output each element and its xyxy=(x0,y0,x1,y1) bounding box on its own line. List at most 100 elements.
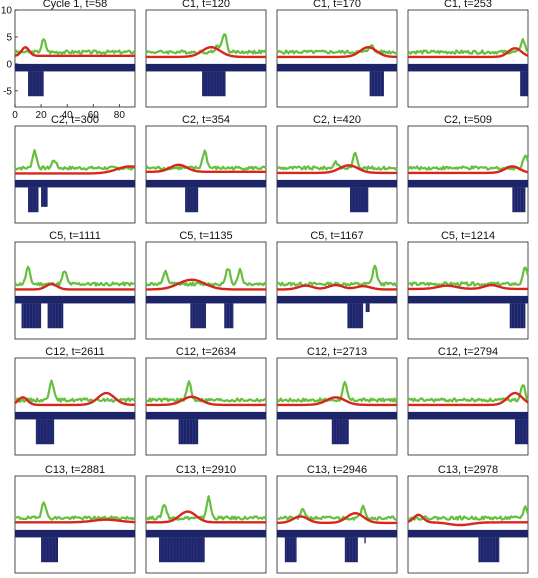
red-series xyxy=(277,164,397,175)
panel-title: C2, t=354 xyxy=(182,114,230,126)
activity-band xyxy=(408,295,528,304)
red-series xyxy=(15,518,135,524)
red-series xyxy=(277,46,398,59)
panel: C13, t=2978 xyxy=(407,464,530,574)
panel-title: C2, t=420 xyxy=(313,114,361,126)
activity-band xyxy=(146,295,266,304)
red-series xyxy=(407,513,528,527)
x-tick-label: 80 xyxy=(114,110,126,121)
panel-title: C13, t=2910 xyxy=(176,464,236,476)
panel: C5, t=1135 xyxy=(145,230,267,340)
red-series xyxy=(408,165,529,175)
red-series xyxy=(15,282,135,291)
panel: C12, t=2634 xyxy=(145,346,267,456)
red-series xyxy=(15,165,136,175)
activity-band xyxy=(146,179,266,188)
panel-title: C12, t=2713 xyxy=(307,346,367,358)
green-series xyxy=(407,266,530,287)
panel-title: C2, t=509 xyxy=(444,114,492,126)
event-bar xyxy=(512,187,526,213)
activity-band xyxy=(277,411,397,420)
green-series xyxy=(145,495,267,521)
panel-title: C13, t=2946 xyxy=(307,464,367,476)
panel: C13, t=2910 xyxy=(145,464,267,574)
event-bar xyxy=(331,419,349,445)
event-bar xyxy=(284,537,297,563)
panel: C13, t=2946 xyxy=(276,464,398,574)
panel-title: C12, t=2611 xyxy=(45,346,104,358)
panel-title: C5, t=1167 xyxy=(310,230,363,242)
panel-title: C12, t=2794 xyxy=(438,346,498,358)
axes-frame xyxy=(145,125,267,224)
panel: C12, t=2794 xyxy=(407,346,529,456)
y-tick-label: 10 xyxy=(1,6,13,17)
green-series xyxy=(14,149,136,171)
panel-title: C5, t=1135 xyxy=(179,230,232,242)
green-series xyxy=(407,384,529,403)
green-series xyxy=(14,501,136,521)
activity-band xyxy=(277,179,397,188)
green-series xyxy=(276,151,398,171)
activity-band xyxy=(408,411,528,420)
event-bar xyxy=(364,537,366,544)
event-bar xyxy=(35,419,55,445)
axes-frame xyxy=(14,357,136,456)
red-series xyxy=(408,47,529,59)
activity-band xyxy=(408,179,528,188)
panel: C13, t=2881 xyxy=(14,464,136,574)
x-tick-label: 20 xyxy=(36,110,48,121)
panel: C5, t=1214 xyxy=(407,230,530,340)
panel-title: C12, t=2634 xyxy=(176,346,236,358)
activity-band xyxy=(408,63,528,72)
x-tick-label: 40 xyxy=(62,110,74,121)
axes-frame xyxy=(145,357,267,456)
event-bar xyxy=(344,537,358,563)
panel: C1, t=170 xyxy=(276,0,398,108)
green-series xyxy=(14,38,136,55)
axes-frame xyxy=(14,475,136,574)
red-series xyxy=(146,395,266,407)
y-tick-label: 0 xyxy=(6,59,12,70)
panel: C12, t=2611 xyxy=(14,346,136,456)
x-tick-label: 0 xyxy=(12,110,18,121)
activity-band xyxy=(408,529,528,538)
event-bar xyxy=(224,303,234,329)
activity-band xyxy=(146,63,266,72)
red-series xyxy=(146,510,266,524)
activity-band xyxy=(146,529,266,538)
red-series xyxy=(277,283,397,291)
green-series xyxy=(145,33,267,55)
event-bar xyxy=(514,419,528,445)
event-bar xyxy=(185,187,199,213)
event-bar xyxy=(350,187,369,213)
panel: C5, t=1167 xyxy=(276,230,398,340)
red-series xyxy=(146,46,266,59)
green-series xyxy=(276,380,399,403)
panel-title: C13, t=2978 xyxy=(438,464,498,476)
y-tick-label: -5 xyxy=(3,86,12,97)
red-series xyxy=(277,512,397,525)
panel: C1, t=120 xyxy=(145,0,267,108)
event-bar xyxy=(202,71,226,97)
panel-title: C5, t=1214 xyxy=(441,230,495,242)
axes-frame xyxy=(276,475,398,574)
panel: C12, t=2713 xyxy=(276,346,399,456)
panel-title: C1, t=253 xyxy=(444,0,492,10)
event-bar xyxy=(41,187,48,207)
panel-title: Cycle 1, t=58 xyxy=(43,0,108,10)
axes-frame xyxy=(407,357,529,456)
green-series xyxy=(14,379,136,403)
activity-band xyxy=(277,295,397,304)
event-bar xyxy=(478,537,500,563)
red-series xyxy=(146,278,266,291)
panel-title: C1, t=170 xyxy=(313,0,361,10)
red-series xyxy=(146,163,266,173)
green-series xyxy=(407,505,530,521)
activity-band xyxy=(15,63,135,72)
panel: C2, t=509 xyxy=(407,114,530,224)
activity-band xyxy=(15,179,135,188)
event-bar xyxy=(520,71,528,97)
axes-frame xyxy=(276,241,398,340)
activity-band xyxy=(277,529,397,538)
